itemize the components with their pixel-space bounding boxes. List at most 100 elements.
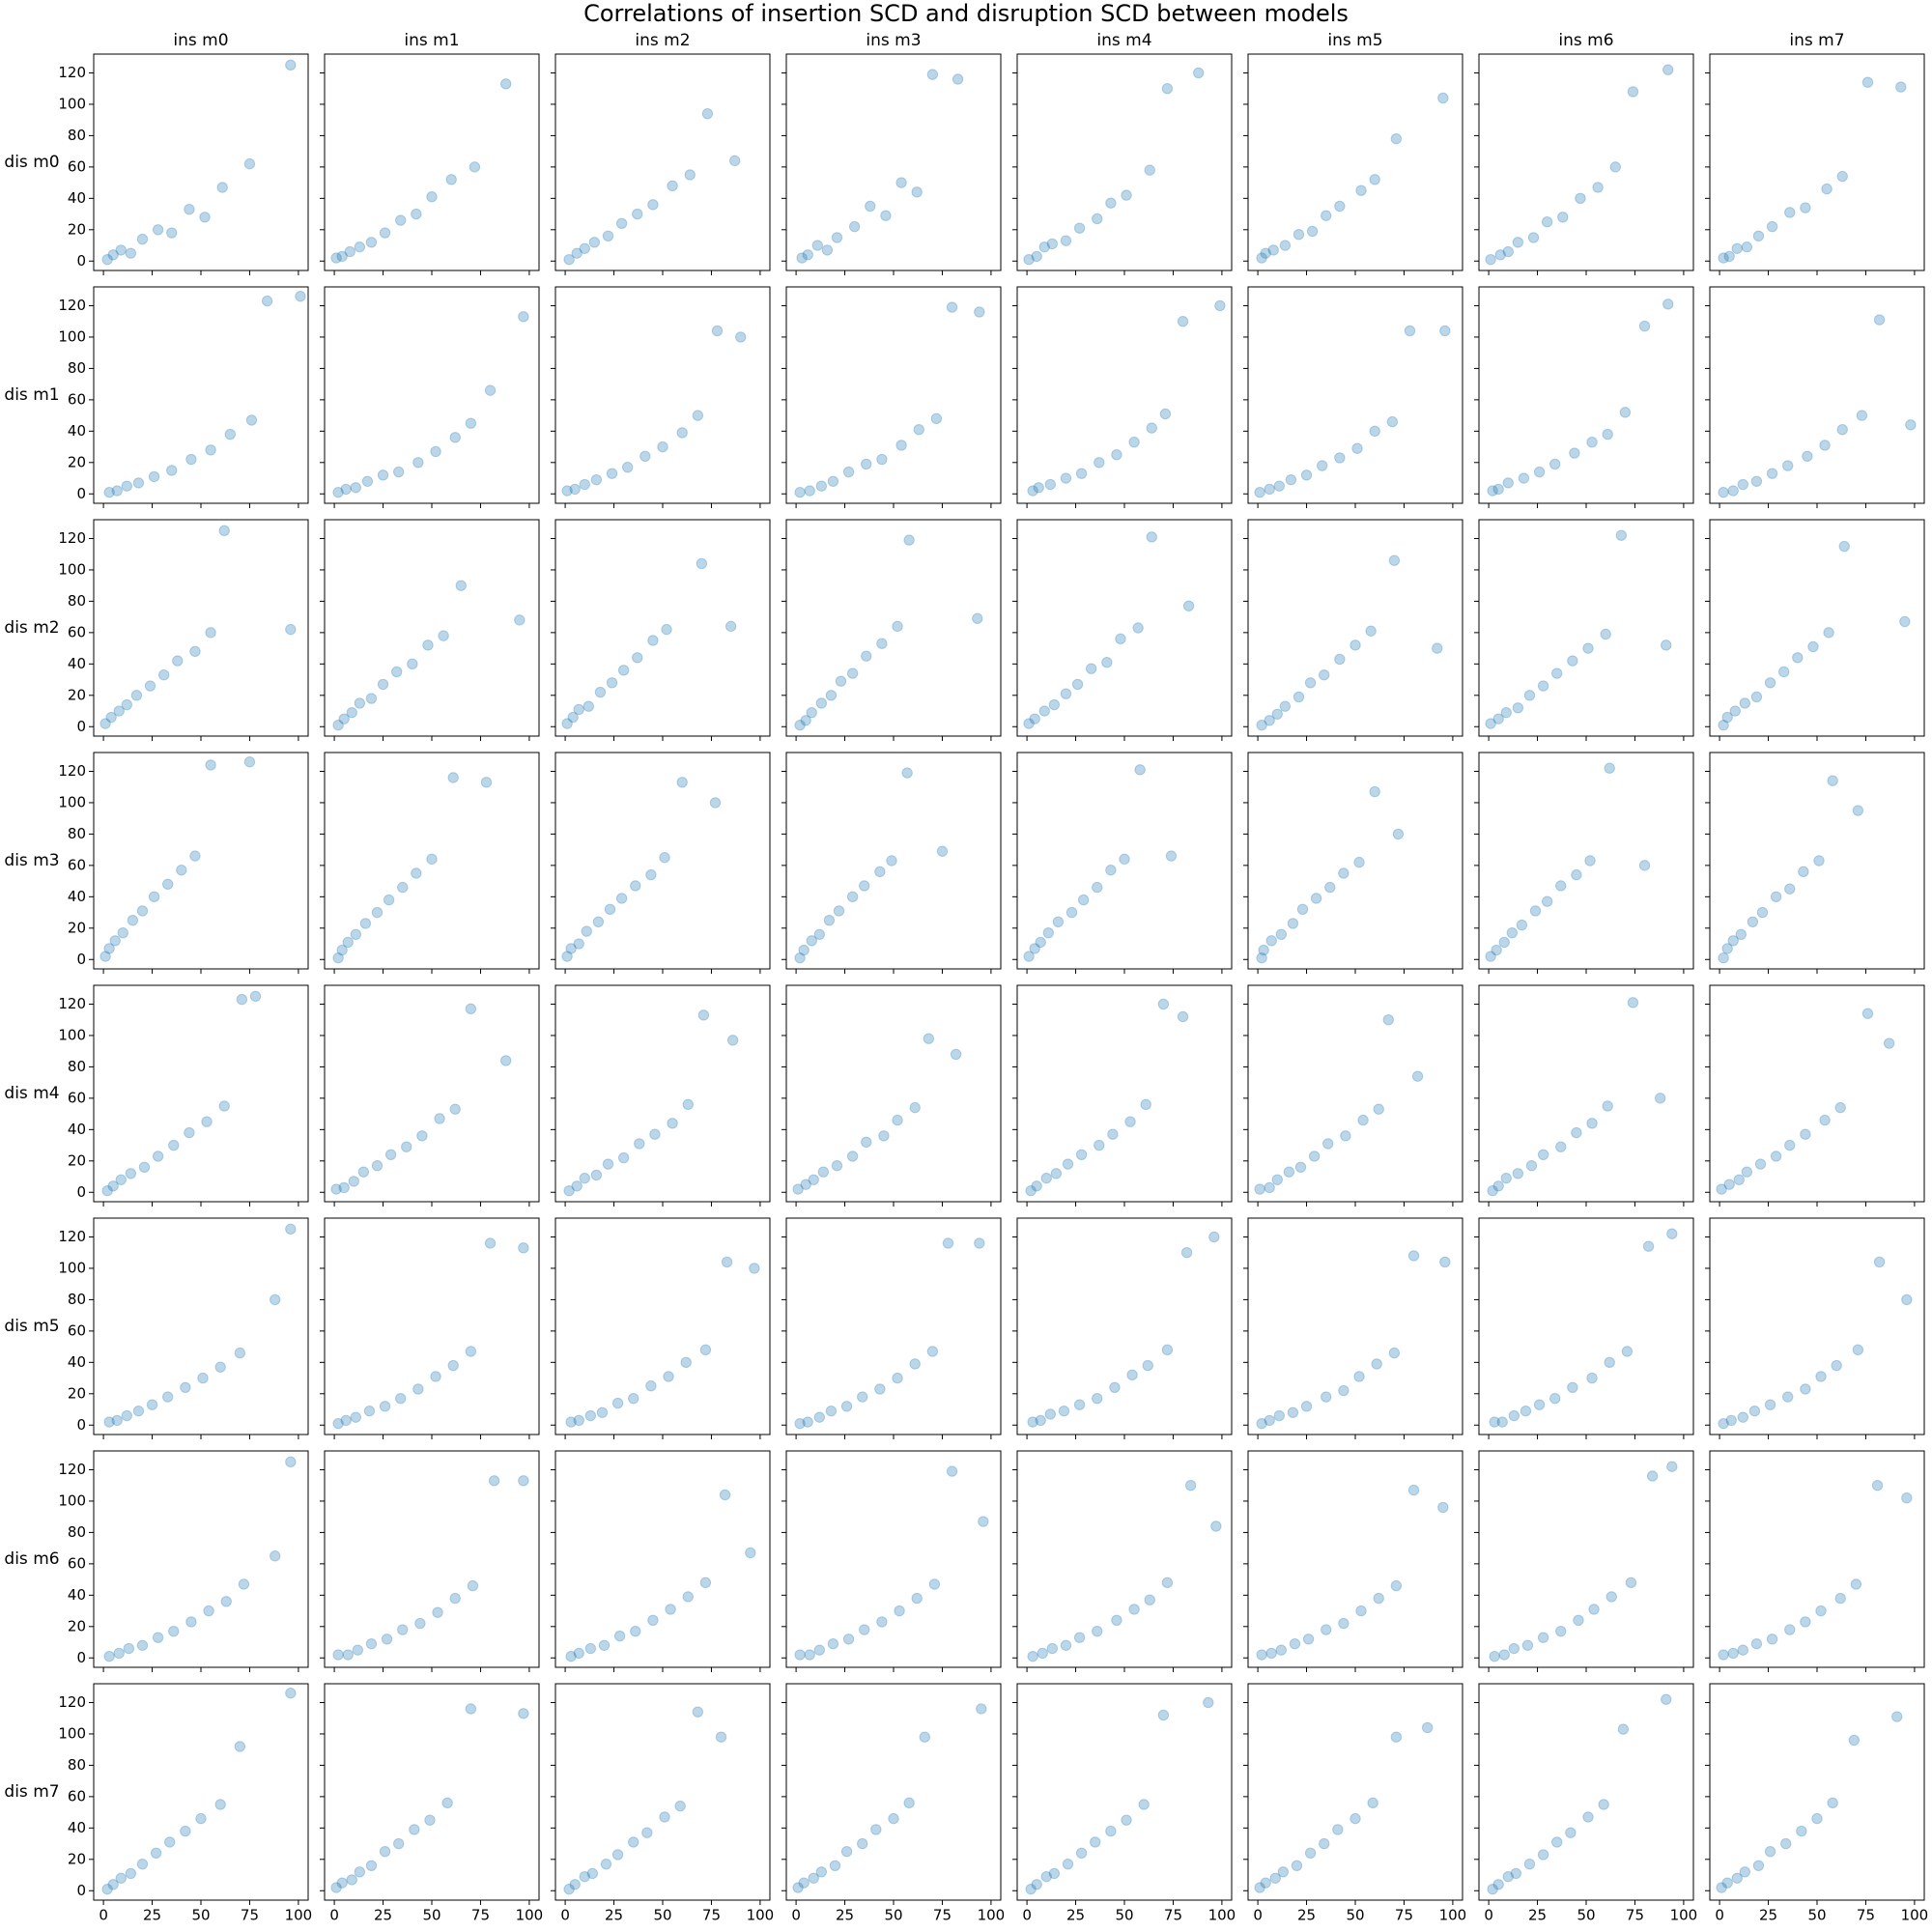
point bbox=[422, 639, 434, 651]
point bbox=[365, 1860, 378, 1871]
x-tick-label: 100 bbox=[285, 1907, 313, 1924]
x-tick-label: 100 bbox=[1901, 1907, 1929, 1924]
point bbox=[285, 59, 297, 71]
point bbox=[1796, 1825, 1807, 1837]
point bbox=[249, 990, 262, 1003]
y-tick-label: 0 bbox=[76, 252, 86, 270]
point bbox=[632, 208, 643, 220]
point bbox=[1322, 1138, 1334, 1150]
x-tick-label: 50 bbox=[191, 1907, 210, 1924]
point bbox=[840, 1845, 853, 1858]
point bbox=[659, 1811, 670, 1823]
x-tick-label: 25 bbox=[143, 1907, 161, 1924]
panel: 0 20 40 60 80 100 120 dis m4 bbox=[4, 984, 309, 1207]
y-tick-label: 40 bbox=[68, 1353, 86, 1371]
point bbox=[1666, 1461, 1678, 1472]
y-tick-label: 120 bbox=[58, 529, 86, 547]
panel bbox=[1243, 1450, 1463, 1672]
point bbox=[1737, 478, 1749, 491]
point bbox=[350, 482, 361, 494]
y-tick-label: 80 bbox=[68, 592, 86, 610]
point bbox=[1571, 1126, 1582, 1139]
point bbox=[1741, 1166, 1753, 1178]
point bbox=[1800, 202, 1811, 213]
x-tick-label: 100 bbox=[1439, 1907, 1467, 1924]
point bbox=[1492, 713, 1504, 724]
point bbox=[1498, 936, 1510, 949]
point bbox=[1421, 1721, 1434, 1734]
point bbox=[1642, 1240, 1655, 1252]
point bbox=[365, 1637, 378, 1650]
panel bbox=[551, 286, 771, 508]
point bbox=[1321, 1391, 1332, 1403]
point bbox=[1062, 1158, 1074, 1170]
panel-frame bbox=[1247, 1450, 1463, 1668]
point bbox=[1549, 458, 1561, 470]
panel: ins m5 bbox=[1243, 31, 1463, 275]
point bbox=[1071, 678, 1084, 691]
point bbox=[285, 623, 297, 636]
point bbox=[176, 865, 187, 876]
point bbox=[1766, 1634, 1778, 1645]
point bbox=[1485, 951, 1496, 962]
point bbox=[214, 1799, 226, 1810]
point bbox=[859, 880, 870, 892]
point bbox=[1752, 230, 1765, 242]
point bbox=[107, 1879, 119, 1890]
point bbox=[823, 914, 836, 926]
point bbox=[1308, 1151, 1321, 1162]
point bbox=[379, 1401, 391, 1412]
point bbox=[1627, 997, 1639, 1009]
point bbox=[1527, 232, 1540, 243]
point bbox=[1602, 1100, 1613, 1112]
y-tick-label: 120 bbox=[58, 762, 86, 780]
point bbox=[1369, 785, 1380, 798]
point bbox=[377, 469, 389, 481]
panel: 0 25 50 75 100 0 20 40 60 80 100 120 dis m7 bbox=[4, 1683, 313, 1924]
point bbox=[1541, 895, 1553, 907]
row-label: dis m2 bbox=[4, 618, 59, 638]
y-tick-label: 0 bbox=[76, 1882, 86, 1899]
panel: 0 25 50 75 100 bbox=[320, 1683, 543, 1924]
point bbox=[392, 466, 405, 478]
point bbox=[1111, 448, 1122, 461]
panel: ins m6 bbox=[1474, 31, 1694, 275]
point bbox=[1353, 856, 1365, 868]
point bbox=[1161, 83, 1174, 95]
point bbox=[1871, 1480, 1884, 1492]
point bbox=[876, 1616, 888, 1628]
x-tick-label: 25 bbox=[1528, 1907, 1547, 1924]
point bbox=[201, 1116, 213, 1127]
point bbox=[892, 620, 903, 633]
point bbox=[115, 1872, 127, 1884]
point bbox=[930, 412, 943, 425]
point bbox=[1390, 1731, 1403, 1743]
point bbox=[1256, 1417, 1267, 1430]
point bbox=[1646, 1470, 1659, 1482]
point bbox=[1529, 905, 1542, 917]
point bbox=[285, 1223, 297, 1236]
point bbox=[1439, 1256, 1451, 1268]
point bbox=[1291, 1860, 1303, 1871]
panel-frame bbox=[324, 286, 540, 504]
point bbox=[1184, 1480, 1197, 1492]
panel bbox=[1705, 752, 1925, 974]
point bbox=[1487, 1184, 1498, 1197]
point bbox=[1264, 1181, 1275, 1194]
point bbox=[1602, 428, 1613, 440]
point bbox=[632, 652, 643, 664]
point bbox=[1182, 600, 1195, 611]
panel-frame bbox=[93, 984, 309, 1203]
point bbox=[1025, 1883, 1037, 1895]
point bbox=[1300, 469, 1313, 481]
point bbox=[835, 675, 847, 687]
point bbox=[876, 638, 888, 649]
panel: 0 20 40 60 80 100 120 dis m1 bbox=[4, 286, 309, 508]
point bbox=[407, 658, 418, 670]
point bbox=[1520, 1405, 1532, 1417]
x-tick-label: 0 bbox=[1484, 1907, 1493, 1924]
point bbox=[336, 1877, 348, 1889]
point bbox=[1836, 424, 1848, 436]
panel-frame bbox=[785, 1217, 1002, 1435]
point bbox=[792, 1882, 804, 1893]
